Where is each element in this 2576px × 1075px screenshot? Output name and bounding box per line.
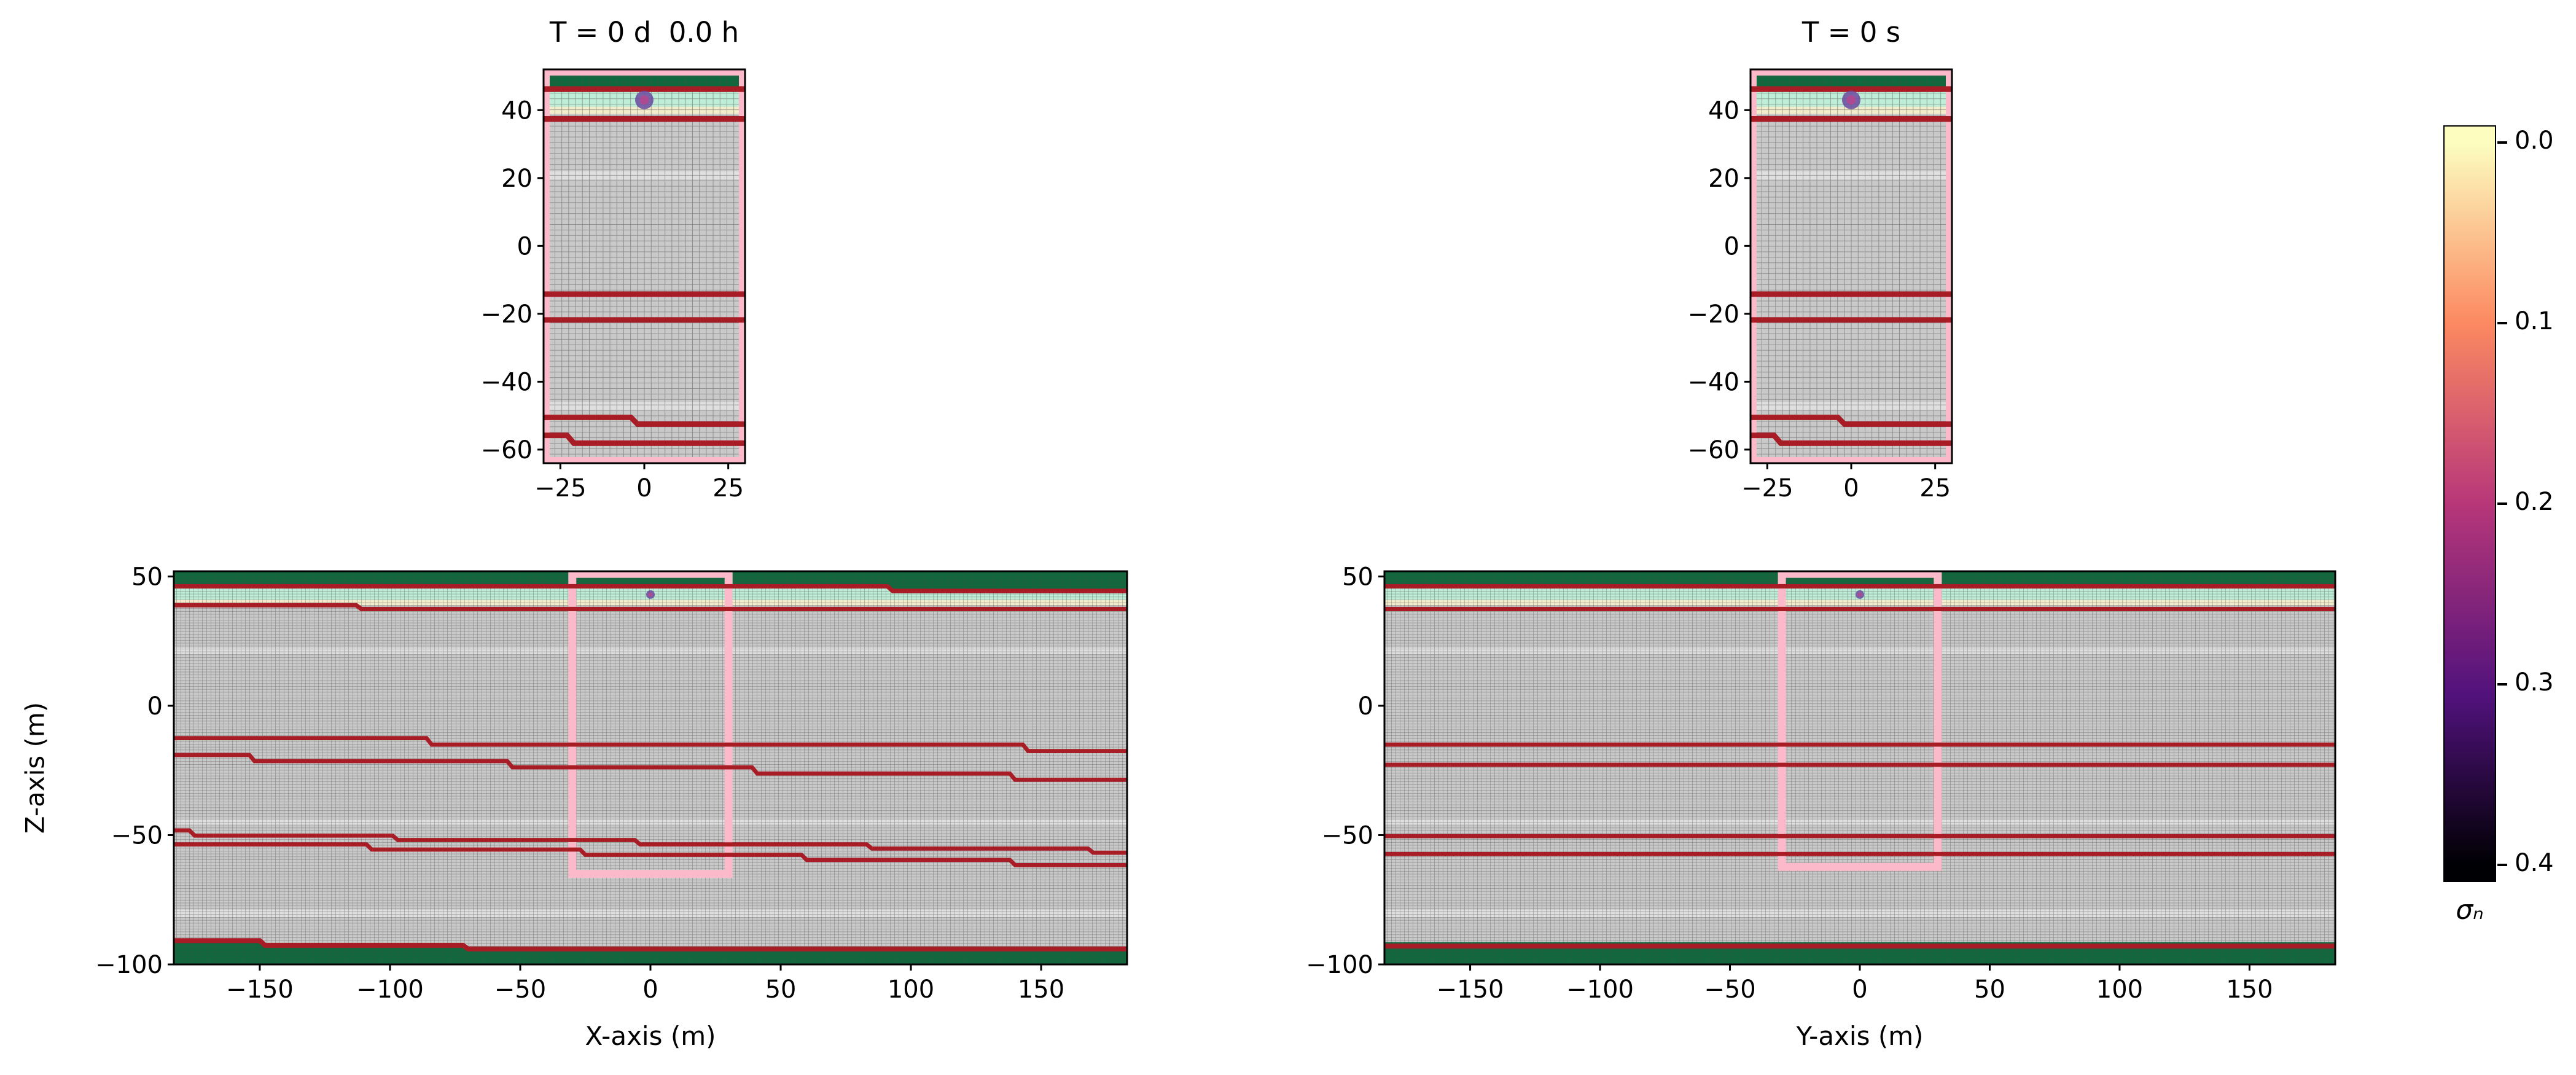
x-tick-label: −150 <box>1437 975 1504 1004</box>
mesh-panel-y-section: −150 −100 −50 0 50 100 150 50 0 −50 −100 <box>1306 563 2336 1004</box>
fault-line-L1 <box>174 828 1127 855</box>
colorbar-tick-label: 0.3 <box>2515 668 2554 697</box>
x-axis-label: X-axis (m) <box>585 1021 716 1051</box>
x-tick-label: −100 <box>1566 975 1634 1004</box>
fault-line-L2 <box>1751 432 1952 446</box>
x-tick-label: −100 <box>356 975 424 1004</box>
colorbar-tick-label: 0.4 <box>2515 849 2554 877</box>
y-tick-label: 0 <box>1358 692 1373 721</box>
mesh-panel-x-section: −150 −100 −50 0 50 100 150 50 0 −50 −100 <box>95 563 1128 1004</box>
z-axis-label: Z-axis (m) <box>20 702 50 834</box>
x-tick-label: 50 <box>765 975 797 1004</box>
y-tick-label: 20 <box>501 165 533 193</box>
x-tick-label: 25 <box>1919 474 1951 502</box>
x-tick-label: 100 <box>2096 975 2143 1004</box>
y-tick-label: −40 <box>481 368 533 396</box>
y-axis-label: Y-axis (m) <box>1796 1021 1924 1051</box>
colorbar-tick-label: 0.1 <box>2515 307 2554 335</box>
y-tick-label: 0 <box>517 232 533 260</box>
y-tick-label: 0 <box>147 692 163 721</box>
fault-line-T1 <box>174 584 1127 593</box>
y-tick-label: 40 <box>501 96 533 125</box>
colorbar-tick-mark <box>2497 864 2507 866</box>
colorbar-tick-mark <box>2497 683 2507 686</box>
fault-line-L2 <box>174 842 1127 867</box>
y-tick-label: −100 <box>1306 951 1373 979</box>
x-tick-label: −150 <box>226 975 294 1004</box>
colorbar-gradient <box>2443 125 2496 882</box>
fault-line-L1 <box>544 414 745 427</box>
borehole-outline <box>568 571 733 878</box>
x-tick-label: 150 <box>1018 975 1064 1004</box>
fault-line-B <box>174 938 1127 952</box>
panel-title-time-seconds: T = 0 s <box>1801 16 1901 49</box>
y-tick-label: −50 <box>111 821 163 850</box>
borehole-outline <box>1778 571 1942 871</box>
y-tick-label: −20 <box>481 300 533 329</box>
colorbar-tick-label: 0.0 <box>2515 127 2554 155</box>
x-tick-label: 0 <box>636 474 652 502</box>
x-tick-label: −25 <box>1741 474 1793 502</box>
mesh-grid-overlay <box>544 69 745 463</box>
x-tick-label: 0 <box>642 975 658 1004</box>
colorbar-tick-mark <box>2497 502 2507 505</box>
colorbar-tick-label: 0.2 <box>2515 488 2554 516</box>
x-tick-label: 100 <box>888 975 934 1004</box>
y-tick-label: 0 <box>1724 232 1739 260</box>
source-point-marker-core <box>1857 592 1862 597</box>
colorbar-tick-mark <box>2497 141 2507 144</box>
mesh-grid-overlay <box>1384 571 2335 964</box>
y-tick-label: −50 <box>1322 821 1373 850</box>
y-tick-label: 40 <box>1708 96 1739 125</box>
y-tick-label: −100 <box>95 951 163 979</box>
y-tick-label: −20 <box>1688 300 1739 329</box>
x-tick-label: 25 <box>712 474 744 502</box>
source-point-marker-core <box>1846 95 1856 105</box>
x-tick-label: −50 <box>494 975 546 1004</box>
colorbar-tick-mark <box>2497 322 2507 324</box>
mesh-grid-overlay <box>1751 69 1952 463</box>
y-tick-label: −40 <box>1688 368 1739 396</box>
x-tick-label: 50 <box>1974 975 2005 1004</box>
y-tick-label: 20 <box>1708 165 1739 193</box>
colorbar: 0.0 0.1 0.2 0.3 0.4 σₙ <box>2443 125 2576 955</box>
colorbar-axis-label: σₙ <box>2456 894 2484 926</box>
y-tick-label: 50 <box>1342 563 1373 591</box>
mesh-panel-small-section-t0dh: −25 0 25 40 20 0 −20 −40 −60 <box>481 68 746 502</box>
fault-line-T2 <box>174 603 1127 612</box>
x-tick-label: 150 <box>2226 975 2273 1004</box>
x-tick-label: 0 <box>1843 474 1859 502</box>
y-tick-label: −60 <box>1688 436 1739 464</box>
panel-title-time-days: T = 0 d 0.0 h <box>549 16 740 49</box>
mesh-panel-small-section-t0s: −25 0 25 40 20 0 −20 −40 −60 <box>1688 68 1953 502</box>
fault-line-L2 <box>544 432 745 446</box>
source-point-marker-core <box>648 592 653 597</box>
y-tick-label: −60 <box>481 436 533 464</box>
fault-line-M1 <box>174 736 1127 754</box>
x-tick-label: 0 <box>1852 975 1867 1004</box>
source-point-marker-core <box>639 95 649 105</box>
fault-line-M2 <box>174 752 1127 782</box>
y-tick-label: 50 <box>131 563 163 591</box>
fault-line-L1 <box>1751 414 1952 427</box>
x-tick-label: −25 <box>534 474 586 502</box>
x-tick-label: −50 <box>1704 975 1755 1004</box>
